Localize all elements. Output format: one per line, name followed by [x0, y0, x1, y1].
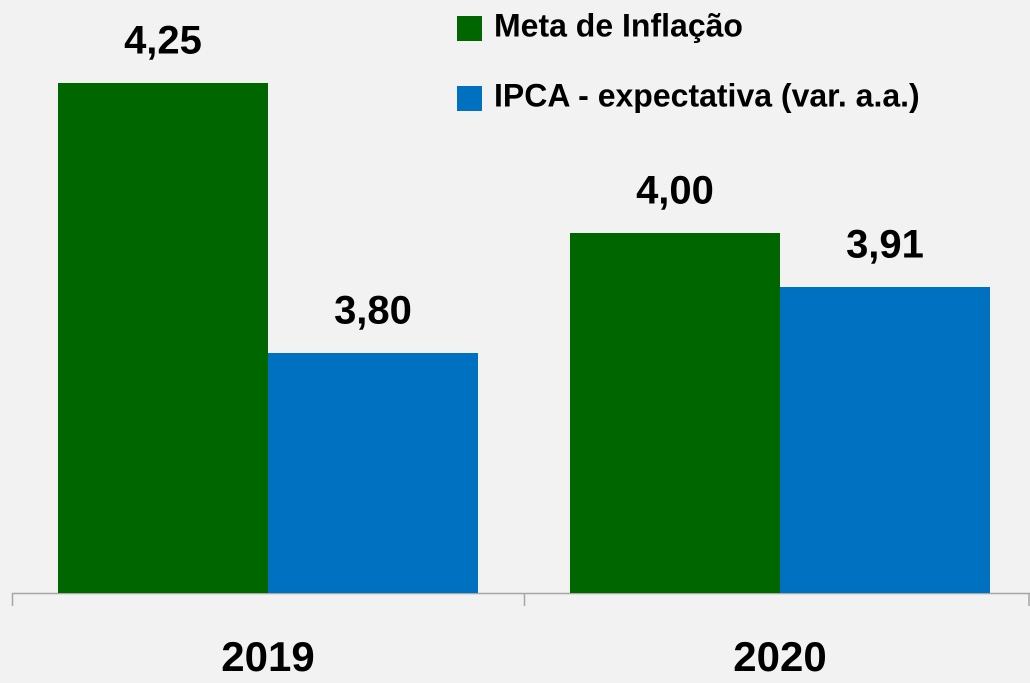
- legend-label: IPCA - expectativa (var. a.a.): [494, 77, 920, 113]
- bar: [570, 233, 780, 593]
- bar: [268, 353, 478, 593]
- legend-swatch: [457, 86, 482, 111]
- value-label: 3,80: [334, 289, 412, 333]
- value-label: 4,25: [124, 19, 202, 63]
- bar: [58, 83, 268, 593]
- value-label: 4,00: [636, 169, 714, 213]
- value-label: 3,91: [846, 223, 924, 267]
- legend-swatch: [457, 16, 482, 41]
- x-tick-label: 2020: [733, 633, 826, 680]
- bar: [780, 287, 990, 593]
- x-tick-label: 2019: [221, 633, 314, 680]
- legend-label: Meta de Inflação: [494, 7, 743, 43]
